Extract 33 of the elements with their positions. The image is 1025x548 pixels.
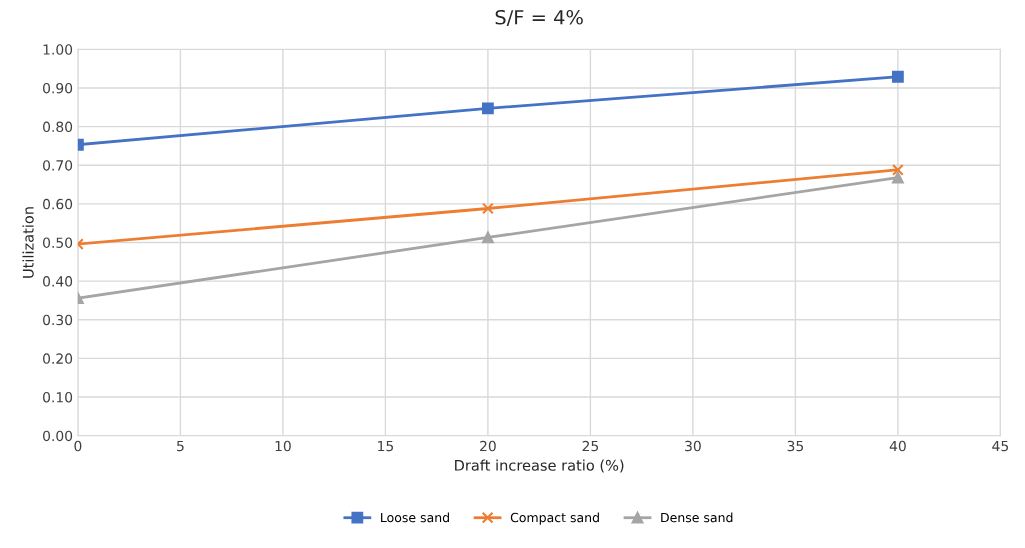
y-tick-label: 0.30: [43, 314, 73, 326]
y-tick-label: 0.50: [43, 237, 73, 248]
legend-label: Loose sand: [381, 512, 449, 523]
x-tick-label: 40: [889, 440, 906, 452]
x-tick-label: 30: [685, 440, 701, 452]
point: [892, 70, 904, 83]
y-tick-label: 0.90: [43, 82, 73, 94]
x-axis-title: Draft increase ratio (%): [455, 459, 624, 473]
point: [892, 163, 904, 176]
x-tick-label: 0: [74, 440, 82, 452]
x-tick-label: 5: [177, 440, 184, 452]
x-tick-label: 15: [378, 440, 394, 452]
x-tick-label: 35: [787, 440, 804, 452]
y-tick-label: 0.40: [43, 276, 73, 287]
point: [482, 102, 494, 115]
point: [482, 231, 494, 244]
y-tick-label: 1.00: [43, 44, 73, 55]
x-tick-label: 25: [582, 440, 599, 452]
point: [482, 202, 494, 215]
y-tick-label: 0.70: [43, 160, 73, 171]
legend-label: Compact sand: [510, 512, 599, 525]
y-tick-label: 0.80: [43, 121, 73, 133]
x-tick-label: 20: [480, 440, 496, 452]
y-axis-title: Utilization: [22, 207, 34, 278]
y-tick-label: 0.00: [43, 430, 73, 442]
y-tick-label: 0.10: [43, 391, 73, 403]
chart-title: S/F = 4%: [495, 9, 583, 27]
x-tick-label: 45: [992, 440, 1009, 452]
y-tick-label: 0.60: [43, 198, 73, 210]
point: [892, 171, 904, 184]
x-tick-label: 10: [275, 440, 291, 452]
legend-label: Dense sand: [661, 512, 733, 523]
y-tick-label: 0.20: [43, 353, 73, 364]
